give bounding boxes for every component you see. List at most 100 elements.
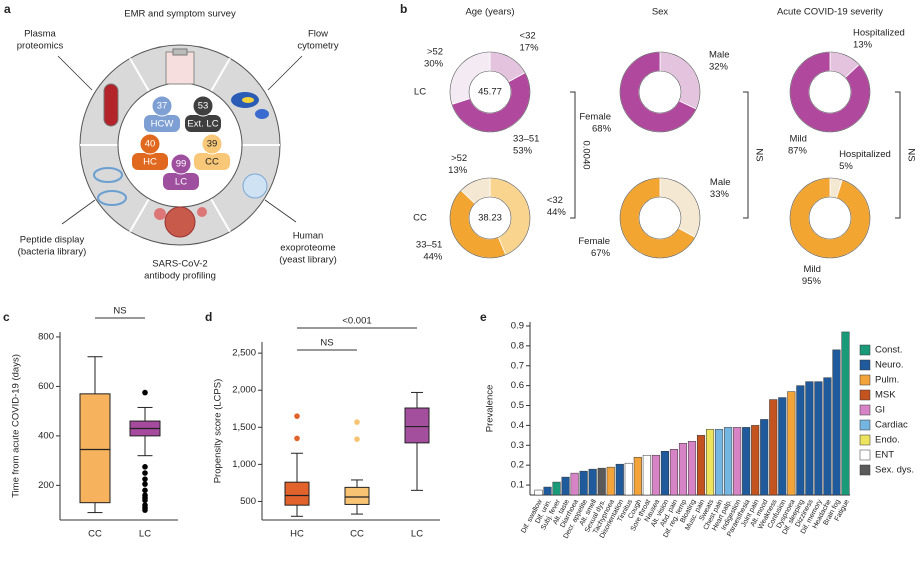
outlier (142, 464, 148, 470)
cohort-body (144, 115, 180, 132)
y-axis-label: Prevalence (485, 385, 496, 433)
bar (534, 489, 543, 496)
bacteria-icon (93, 167, 123, 183)
legend-swatch (859, 404, 871, 416)
bar (778, 397, 787, 496)
donut-slice (659, 177, 701, 238)
y-tick-label: 0.8 (511, 340, 524, 351)
virus-icon (154, 208, 166, 220)
virus-icon (197, 207, 207, 217)
slice-label: Male (710, 177, 731, 188)
outlier (142, 487, 148, 494)
row-label: LC (414, 87, 426, 98)
donut-hole-outline (808, 70, 852, 114)
slice-value: 13% (448, 165, 468, 176)
slice-label: 33–51 (513, 134, 539, 145)
cohort-body (194, 153, 230, 170)
outlier (142, 476, 148, 482)
donut-hole-outline (468, 70, 512, 114)
slice-value: 67% (591, 248, 611, 259)
flow-icon (255, 109, 269, 119)
outlier (142, 507, 148, 513)
slice-value: 44% (423, 252, 443, 263)
section-label: proteomics (17, 41, 64, 52)
slice-value: 33% (710, 189, 730, 200)
bar (742, 427, 751, 496)
section-label: SARS-CoV-2 (152, 259, 207, 270)
y-tick-label: 600 (38, 381, 54, 392)
cohort-count: 40 (145, 139, 156, 150)
section-label: cytometry (297, 41, 338, 52)
panel-letter: b (400, 2, 407, 16)
bar (696, 435, 706, 496)
legend-swatch (859, 434, 871, 446)
cohort-name: LC (175, 177, 187, 188)
outlier (142, 470, 148, 476)
legend-label: GI (875, 405, 885, 416)
section-label: antibody profiling (144, 271, 216, 282)
leader-lines (57, 55, 303, 225)
legend-label: MSK (875, 390, 896, 401)
column-title: Age (years) (465, 7, 514, 18)
comparison-bracket (895, 91, 901, 219)
legend-label: ENT (875, 450, 894, 461)
cohort-count: 99 (176, 159, 187, 170)
slice-value: 17% (520, 43, 540, 54)
donut-hole-outline (638, 70, 682, 114)
section-label: exoproteome (280, 243, 335, 254)
y-tick-label: 500 (240, 496, 256, 507)
section-label: Flow (308, 29, 328, 40)
slice-label: Mild (790, 134, 807, 145)
bar (633, 456, 642, 496)
cohort-name: CC (205, 157, 219, 168)
bar (606, 466, 615, 496)
box (284, 481, 310, 506)
bar (651, 454, 660, 496)
outlier (354, 436, 360, 442)
cohort-body (132, 153, 168, 170)
panel-a-diagram: a (4, 2, 303, 246)
x-tick-label: CC (88, 529, 102, 540)
slice-label: >52 (451, 153, 467, 164)
significance-label: NS (113, 306, 126, 317)
bar (570, 472, 579, 496)
y-tick-label: 0.7 (511, 360, 524, 371)
slice-value: 87% (788, 146, 808, 157)
column-title: Sex (652, 7, 669, 18)
donut-outline (449, 177, 531, 259)
slice-label: <32 (520, 31, 536, 42)
slice-value: 5% (839, 161, 853, 172)
bar (715, 429, 724, 496)
slice-label: Male (709, 49, 730, 60)
significance-label: NS (320, 338, 333, 349)
bar (678, 443, 688, 496)
bar (615, 463, 624, 496)
donut-slice (659, 51, 701, 110)
slice-value: 95% (802, 276, 822, 287)
comparison-label: NS (753, 148, 764, 161)
bar (669, 449, 678, 496)
cohort-body (185, 115, 221, 132)
bar (561, 476, 570, 496)
donut-outline (619, 177, 701, 259)
slice-label: 33–51 (416, 240, 442, 251)
bar (724, 427, 733, 496)
donut-outline (619, 51, 701, 133)
outlier (294, 435, 300, 442)
y-tick-label: 400 (38, 430, 54, 441)
y-tick-label: 0.1 (511, 480, 524, 491)
column-title: Acute COVID-19 severity (777, 7, 883, 18)
slice-value: 32% (709, 61, 729, 72)
legend-swatch (859, 374, 871, 386)
y-tick-label: 2,500 (232, 348, 256, 359)
donut-center: 45.77 (478, 87, 502, 98)
x-tick-label: CC (350, 529, 364, 540)
ring-dividers (80, 57, 280, 233)
slice-label: Mild (804, 264, 821, 275)
y-tick-label: 0.5 (511, 400, 524, 411)
donut-outline (789, 51, 871, 133)
legend-swatch (859, 344, 871, 356)
panel-letter: c (3, 310, 10, 324)
legend-swatch (859, 419, 871, 431)
